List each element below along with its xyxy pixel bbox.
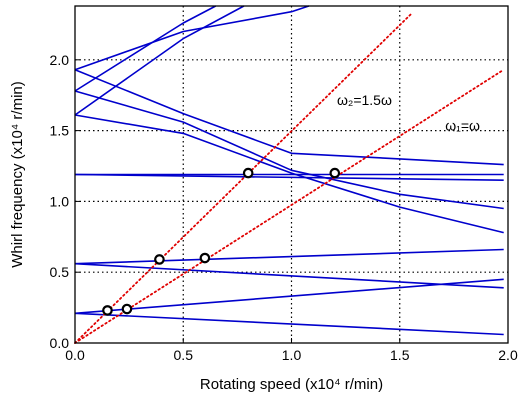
data-marker [329,167,341,179]
y-tick-label: 1.5 [50,123,70,139]
y-tick-label: 0.5 [50,264,70,280]
y-tick-label: 0.0 [50,335,70,351]
series-line-7 [74,114,504,234]
series-line-9 [74,68,504,166]
series-line-13 [74,13,412,344]
y-tick-label: 1.0 [50,193,70,209]
series-line-10 [74,5,245,116]
annotation-label: ω₂=1.5ω [337,92,392,108]
series-layer [74,5,505,344]
x-tick-label: 1.0 [282,347,302,363]
data-marker [102,305,113,316]
data-marker [242,167,254,179]
tick-layer: 0.0 0.5 1.0 1.5 2.0 0.0 0.5 1.0 1.5 2.0 [50,52,518,363]
series-line-11 [74,5,217,92]
y-tick-label: 2.0 [50,52,70,68]
data-marker [154,254,165,265]
x-tick-label: 2.0 [498,347,518,363]
x-tick-label: 0.0 [65,347,85,363]
series-line-4 [74,248,504,265]
series-line-8 [74,90,504,210]
series-line-1 [74,312,504,336]
y-axis-label: Whirl frequency (x10⁴ r/min) [9,81,26,268]
series-line-3 [74,262,504,289]
marker-layer [102,167,341,316]
annotation-label: ω₁=ω [445,118,480,134]
data-marker [121,303,133,315]
x-axis-label: Rotating speed (x10⁴ r/min) [200,376,383,393]
annotation-layer: ω₂=1.5ω ω₁=ω [337,92,480,133]
series-line-2 [74,278,504,315]
x-tick-label: 1.5 [390,347,410,363]
series-line-12 [74,5,310,71]
series-line-6 [74,173,504,181]
data-marker [199,252,211,264]
series-line-14 [74,68,505,344]
x-tick-label: 0.5 [174,347,194,363]
